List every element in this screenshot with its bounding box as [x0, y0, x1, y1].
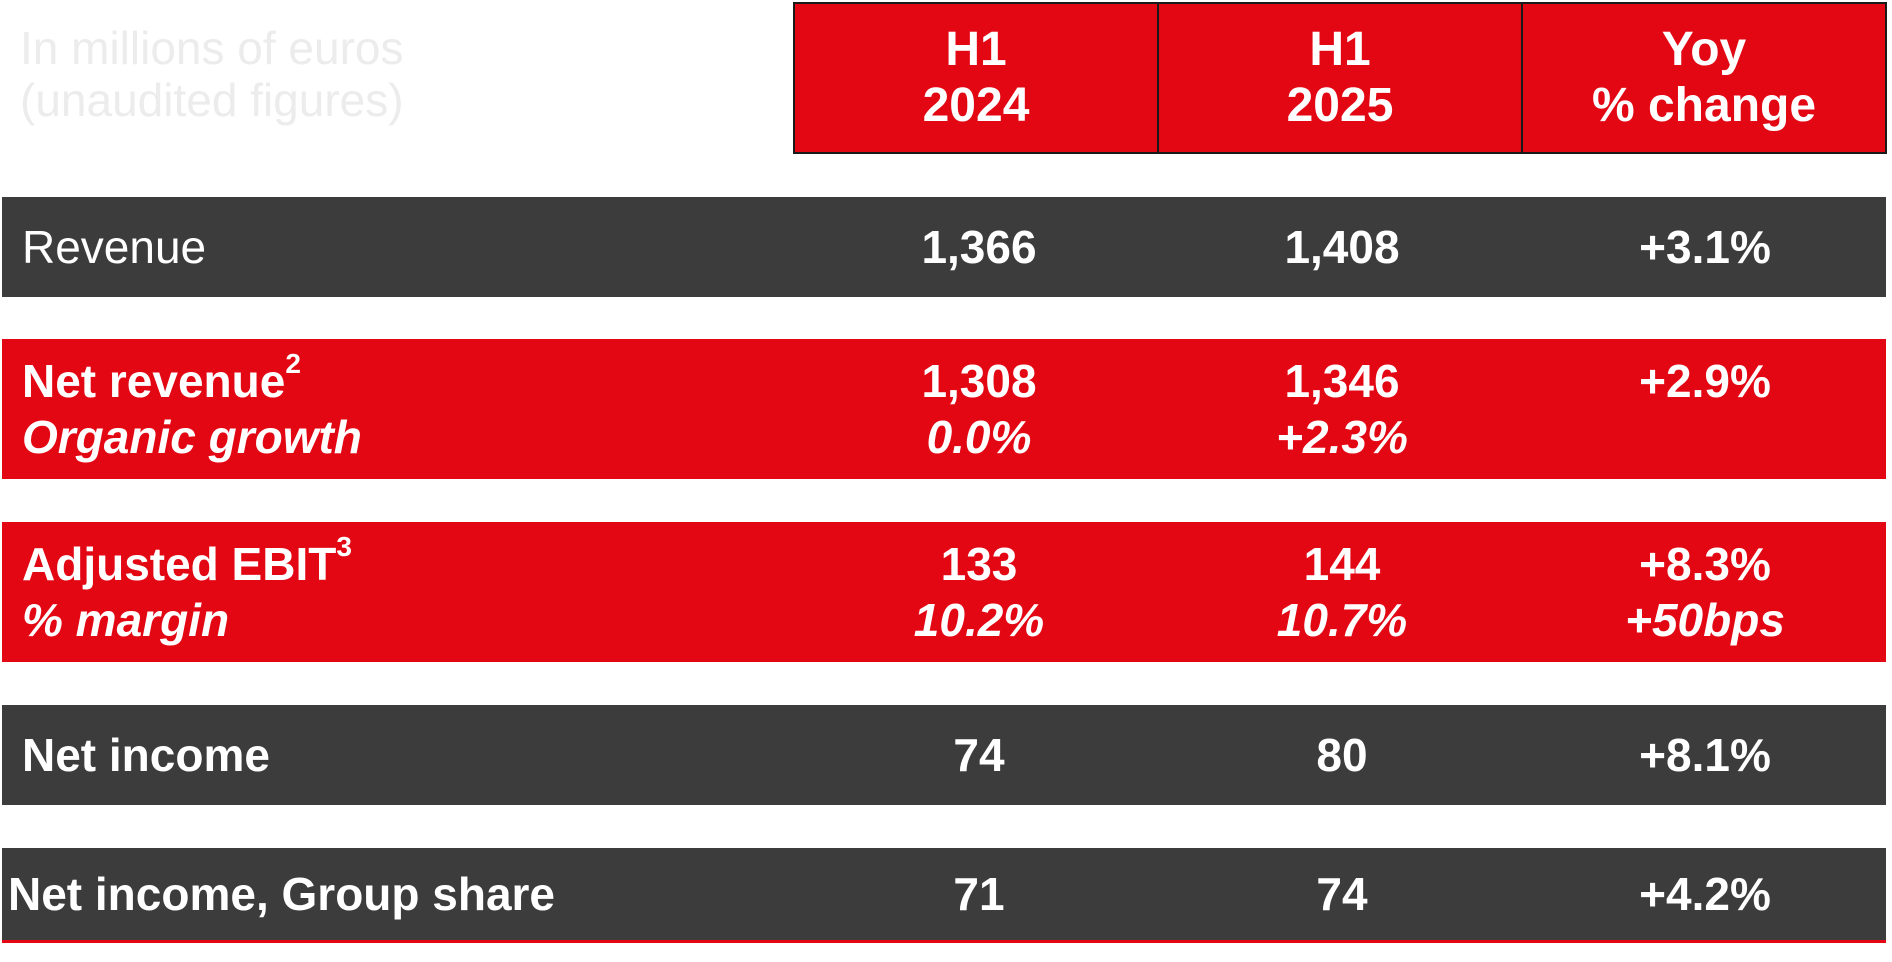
footnote-marker: 2	[285, 347, 301, 379]
value-h1-2025: 1,408	[1284, 221, 1400, 273]
value-h1-2024: 133	[940, 538, 1018, 590]
value-yoy: +2.9%	[1639, 355, 1771, 407]
value-h1-2024: 74	[953, 729, 1005, 781]
row-label: Net revenue2	[22, 349, 301, 407]
header-h1-2024-line2: 2024	[922, 79, 1030, 132]
header-h1-2024: H1 2024	[793, 2, 1159, 154]
value-h1-2025: 144	[1303, 538, 1381, 590]
value-h1-2025: 80	[1316, 729, 1368, 781]
row-label: Revenue	[22, 221, 207, 273]
value-yoy: +8.3%	[1639, 538, 1771, 590]
table-caption: In millions of euros (unaudited figures)	[20, 22, 480, 126]
value-yoy: +8.1%	[1639, 729, 1771, 781]
value-h1-2024: 1,366	[921, 221, 1037, 273]
row-label: Net income, Group share	[8, 868, 556, 920]
header-yoy-line2: % change	[1591, 79, 1817, 132]
header-h1-2025-line2: 2025	[1286, 79, 1394, 132]
footnote-marker: 3	[336, 530, 352, 562]
header-h1-2024-line1: H1	[945, 23, 1007, 76]
caption-line-1: In millions of euros	[20, 22, 404, 74]
sub-value-h1-2024: 0.0%	[926, 411, 1032, 463]
row-label: Adjusted EBIT3	[22, 532, 352, 590]
sub-value-yoy: +50bps	[1625, 594, 1785, 646]
value-h1-2025: 74	[1316, 868, 1368, 920]
value-h1-2024: 71	[953, 868, 1005, 920]
header-h1-2025-line1: H1	[1309, 23, 1371, 76]
value-yoy: +4.2%	[1639, 868, 1771, 920]
header-h1-2025: H1 2025	[1157, 2, 1523, 154]
row-label-text: Net revenue	[22, 355, 286, 407]
table-row-net-income: Net income 74 80 +8.1%	[2, 705, 1886, 805]
table-row-net-revenue: Net revenue2 1,308 1,346 +2.9% Organic g…	[2, 339, 1886, 479]
header-yoy-line1: Yoy	[1661, 23, 1747, 76]
sub-label: % margin	[22, 594, 230, 646]
value-yoy: +3.1%	[1639, 221, 1771, 273]
row-label: Net income	[22, 729, 270, 781]
bottom-divider	[2, 940, 1886, 943]
row-label-text: Adjusted EBIT	[22, 538, 337, 590]
sub-value-h1-2025: 10.7%	[1276, 594, 1408, 646]
sub-value-h1-2024: 10.2%	[913, 594, 1045, 646]
header-yoy-change: Yoy % change	[1521, 2, 1887, 154]
sub-label: Organic growth	[22, 411, 362, 463]
table-row-adjusted-ebit: Adjusted EBIT3 133 144 +8.3% % margin 10…	[2, 522, 1886, 662]
caption-line-2: (unaudited figures)	[20, 74, 404, 126]
table-row-revenue: Revenue 1,366 1,408 +3.1%	[2, 197, 1886, 297]
table-row-net-income-group-share: Net income, Group share 71 74 +4.2%	[2, 848, 1886, 940]
value-h1-2025: 1,346	[1284, 355, 1400, 407]
value-h1-2024: 1,308	[921, 355, 1037, 407]
sub-value-h1-2025: +2.3%	[1276, 411, 1408, 463]
